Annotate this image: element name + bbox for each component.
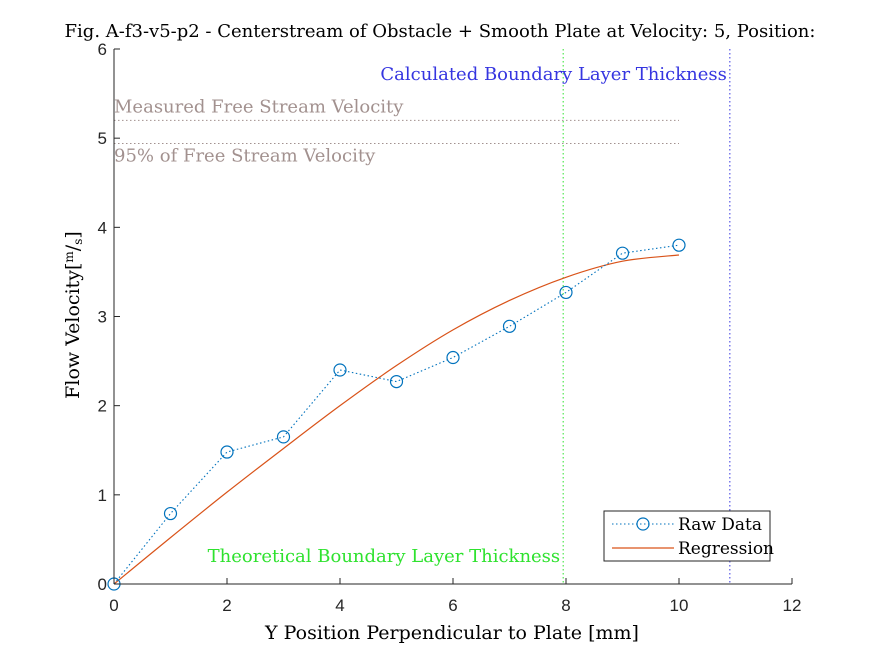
x-tick-label: 6: [448, 596, 457, 615]
x-ticks: 0 2 4 6 8 10 12: [109, 578, 801, 615]
raw-data-point: [163, 506, 178, 521]
chart-title: Fig. A-f3-v5-p2 - Centerstream of Obstac…: [65, 21, 816, 42]
reference-line-label: 95% of Free Stream Velocity: [114, 146, 376, 167]
y-tick-label: 2: [98, 397, 107, 416]
y-ticks: 0 1 2 3 4 5 6: [98, 40, 120, 594]
y-axis-unit-denominator: s: [71, 239, 85, 245]
legend: Raw Data Regression: [603, 510, 774, 562]
y-tick-label: 6: [98, 40, 107, 59]
y-tick-label: 0: [98, 575, 107, 594]
raw-data-point: [276, 430, 291, 444]
legend-label: Regression: [678, 539, 774, 559]
raw-data-point: [333, 363, 347, 377]
y-axis-label: Flow Velocity[m/s]: [62, 231, 85, 399]
y-tick-label: 1: [98, 486, 107, 505]
raw-data-line: [113, 244, 680, 585]
y-tick-label: 3: [98, 308, 107, 327]
raw-data-point: [446, 350, 460, 365]
x-tick-label: 4: [335, 596, 344, 615]
raw-data-point: [220, 445, 234, 459]
x-tick-label: 12: [783, 596, 802, 615]
series-group: [107, 238, 686, 591]
reference-line-label: Calculated Boundary Layer Thickness: [380, 64, 726, 85]
y-tick-label: 4: [98, 218, 107, 237]
x-tick-label: 8: [561, 596, 570, 615]
raw-data-point: [559, 285, 573, 300]
y-axis-label-main: Flow Velocity[: [62, 263, 84, 399]
raw-data-point: [615, 246, 630, 260]
y-axis-unit-separator: /: [62, 244, 84, 251]
raw-data-point: [502, 319, 517, 333]
x-tick-label: 2: [222, 596, 231, 615]
legend-label: Raw Data: [678, 515, 762, 535]
reference-line-label: Measured Free Stream Velocity: [114, 96, 404, 117]
y-axis-label-close: ]: [62, 231, 84, 238]
raw-data-point: [389, 374, 404, 389]
x-tick-label: 0: [109, 596, 118, 615]
reference-line-labels: Measured Free Stream Velocity 95% of Free…: [114, 64, 727, 567]
legend-box: [603, 510, 771, 562]
reference-lines: [114, 49, 731, 584]
legend-raw-marker: [636, 517, 650, 531]
x-axis-label: Y Position Perpendicular to Plate [mm]: [264, 622, 639, 644]
reference-line-label: Theoretical Boundary Layer Thickness: [208, 546, 561, 567]
regression-line: [113, 254, 680, 585]
raw-data-point: [672, 238, 686, 252]
y-axis-unit-numerator: m: [62, 251, 76, 263]
axes: [113, 49, 792, 585]
y-tick-label: 5: [98, 129, 107, 148]
x-tick-label: 10: [670, 596, 689, 615]
